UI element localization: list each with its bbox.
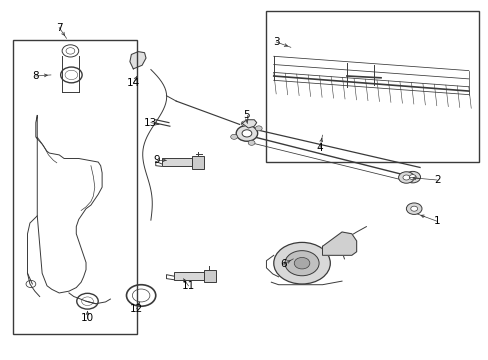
Text: 13: 13 — [144, 118, 157, 128]
Bar — [173, 272, 203, 280]
Circle shape — [398, 172, 413, 183]
Bar — [203, 270, 216, 282]
Text: 5: 5 — [243, 111, 250, 121]
Circle shape — [241, 121, 247, 126]
Polygon shape — [242, 120, 256, 128]
Bar — [161, 158, 191, 166]
Circle shape — [406, 203, 421, 215]
Circle shape — [255, 126, 262, 131]
Circle shape — [408, 175, 415, 180]
Text: 1: 1 — [433, 216, 440, 226]
Text: 11: 11 — [182, 281, 195, 291]
Text: 7: 7 — [56, 23, 62, 33]
Circle shape — [294, 257, 309, 269]
Circle shape — [236, 126, 257, 141]
Text: 9: 9 — [153, 155, 160, 165]
Text: 8: 8 — [32, 71, 39, 81]
Text: 10: 10 — [81, 313, 94, 323]
Circle shape — [285, 251, 319, 276]
Circle shape — [404, 171, 420, 183]
Circle shape — [230, 134, 237, 139]
Circle shape — [410, 206, 417, 211]
Circle shape — [402, 175, 409, 180]
Bar — [191, 156, 203, 168]
Polygon shape — [322, 232, 356, 255]
Circle shape — [242, 130, 251, 137]
Text: 12: 12 — [129, 304, 142, 314]
Polygon shape — [130, 51, 146, 69]
Circle shape — [248, 140, 255, 145]
Text: 2: 2 — [433, 175, 440, 185]
Text: 14: 14 — [126, 78, 140, 88]
Circle shape — [273, 242, 330, 284]
Text: 6: 6 — [280, 259, 286, 269]
Bar — [13, 40, 137, 334]
Text: 4: 4 — [316, 143, 323, 153]
Bar — [266, 12, 478, 162]
Text: 3: 3 — [272, 37, 279, 47]
